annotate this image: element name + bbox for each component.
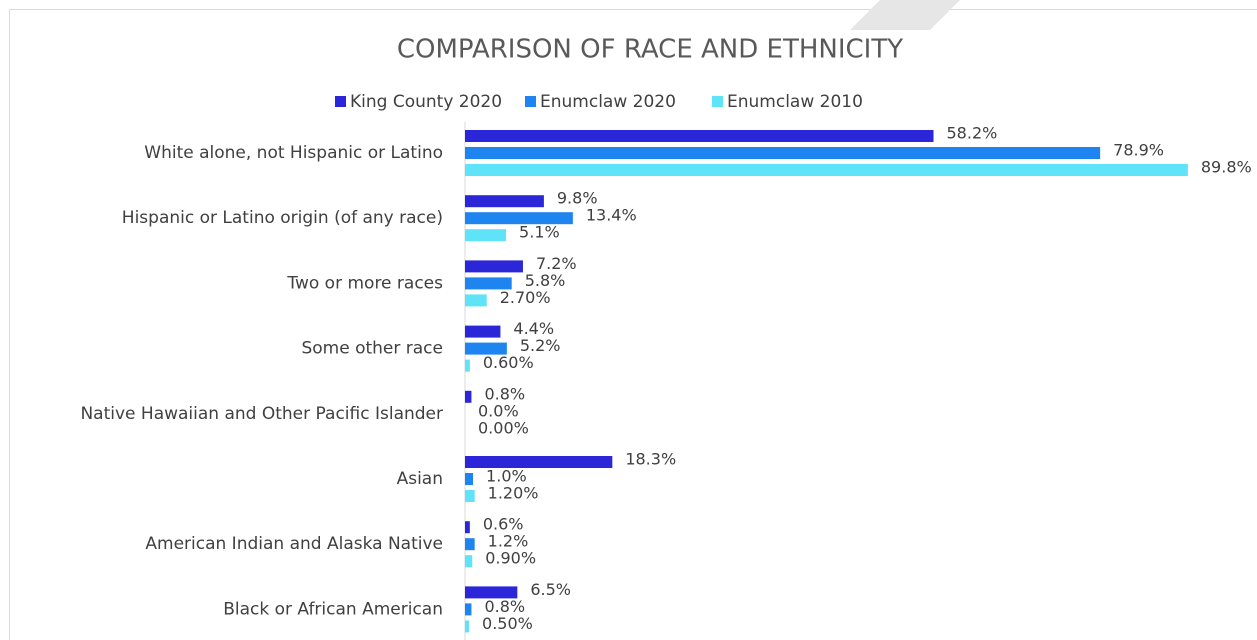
bar xyxy=(465,195,544,208)
value-label: 1.20% xyxy=(488,484,539,503)
value-label: 0.60% xyxy=(483,353,534,372)
legend-label: Enumclaw 2020 xyxy=(540,92,676,112)
value-label: 9.8% xyxy=(557,189,598,208)
value-label: 78.9% xyxy=(1113,141,1164,160)
bar xyxy=(465,294,487,307)
category-label: Two or more races xyxy=(286,273,443,293)
value-label: 13.4% xyxy=(586,206,637,225)
category-label: American Indian and Alaska Native xyxy=(145,534,443,554)
value-label: 89.8% xyxy=(1201,158,1252,177)
legend-swatch xyxy=(335,96,346,107)
legend-label: Enumclaw 2010 xyxy=(727,92,863,112)
bar xyxy=(465,359,470,372)
legend-label: King County 2020 xyxy=(350,92,502,112)
category-label: Some other race xyxy=(301,339,443,359)
value-label: 0.90% xyxy=(485,549,536,568)
value-label: 5.2% xyxy=(520,336,561,355)
bar xyxy=(465,277,512,290)
category-label: Hispanic or Latino origin (of any race) xyxy=(122,208,443,228)
bar xyxy=(465,586,518,599)
bar xyxy=(465,164,1188,176)
value-label: 1.0% xyxy=(486,467,527,486)
value-label: 0.8% xyxy=(484,597,525,616)
chart-title: COMPARISON OF RACE AND ETHNICITY xyxy=(397,35,903,65)
category-label: White alone, not Hispanic or Latino xyxy=(144,143,443,163)
value-label: 1.2% xyxy=(488,532,529,551)
value-label: 6.5% xyxy=(530,580,571,599)
bar xyxy=(465,229,507,242)
chart-frame xyxy=(9,9,1257,640)
bar xyxy=(465,456,613,468)
bar xyxy=(465,620,470,633)
value-label: 4.4% xyxy=(513,319,554,338)
value-label: 58.2% xyxy=(947,124,998,143)
value-label: 2.70% xyxy=(500,288,551,307)
legend-swatch xyxy=(712,96,723,107)
bar xyxy=(465,473,474,485)
value-label: 7.2% xyxy=(536,254,577,273)
value-label: 0.8% xyxy=(484,384,525,403)
value-label: 5.1% xyxy=(519,223,560,242)
bar xyxy=(465,538,475,551)
bar xyxy=(465,342,507,355)
bar xyxy=(465,130,934,142)
bar xyxy=(465,260,523,273)
category-label: Black or African American xyxy=(223,599,443,619)
category-label: Native Hawaiian and Other Pacific Island… xyxy=(80,404,443,424)
bar xyxy=(465,390,472,403)
bar xyxy=(465,603,472,616)
bar xyxy=(465,490,475,502)
corner-decoration xyxy=(850,0,960,30)
bar xyxy=(465,325,501,338)
legend-swatch xyxy=(525,96,536,107)
value-label: 0.6% xyxy=(483,515,524,534)
value-label: 18.3% xyxy=(625,450,676,469)
value-label: 0.00% xyxy=(478,418,529,437)
bar xyxy=(465,521,470,534)
category-label: Asian xyxy=(397,469,443,489)
value-label: 0.0% xyxy=(478,401,519,420)
value-label: 0.50% xyxy=(482,614,533,633)
value-label: 5.8% xyxy=(525,271,566,290)
bar xyxy=(465,147,1101,159)
bar xyxy=(465,212,573,225)
bar xyxy=(465,555,473,568)
